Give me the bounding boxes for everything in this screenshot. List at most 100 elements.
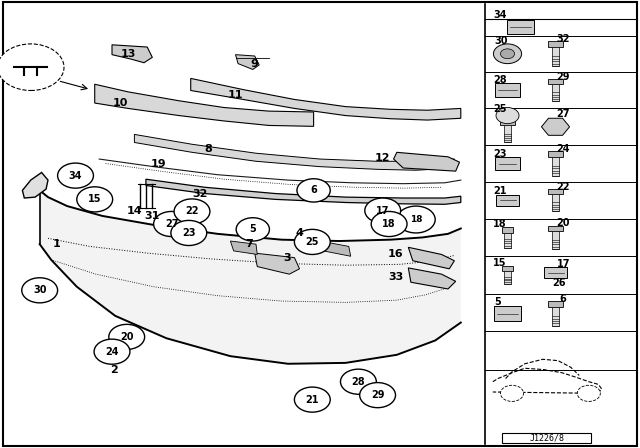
Bar xyxy=(552,231,559,249)
Text: 17: 17 xyxy=(376,206,390,215)
Bar xyxy=(495,157,520,170)
Polygon shape xyxy=(230,241,257,254)
Text: 29: 29 xyxy=(556,72,570,82)
Circle shape xyxy=(493,44,522,64)
Circle shape xyxy=(154,211,189,237)
Polygon shape xyxy=(40,190,461,364)
Text: 20: 20 xyxy=(120,332,134,342)
Text: 27: 27 xyxy=(556,109,570,119)
Polygon shape xyxy=(408,268,456,289)
Circle shape xyxy=(365,198,401,223)
Text: 27: 27 xyxy=(164,219,179,229)
Bar xyxy=(502,228,513,233)
Circle shape xyxy=(360,383,396,408)
Bar xyxy=(504,233,511,247)
Circle shape xyxy=(174,199,210,224)
Text: 32: 32 xyxy=(556,34,570,44)
Text: 32: 32 xyxy=(192,189,207,198)
Text: 20: 20 xyxy=(556,218,570,228)
Text: J1226/8: J1226/8 xyxy=(530,433,564,442)
Text: 16: 16 xyxy=(388,250,403,259)
Text: 33: 33 xyxy=(388,272,403,282)
Text: 22: 22 xyxy=(556,182,570,192)
Text: 12: 12 xyxy=(375,153,390,163)
Circle shape xyxy=(77,187,113,212)
Text: 34: 34 xyxy=(493,10,507,20)
Text: 8: 8 xyxy=(204,144,212,154)
Text: 23: 23 xyxy=(493,149,507,159)
Polygon shape xyxy=(95,84,314,126)
Polygon shape xyxy=(320,241,351,256)
Text: 3: 3 xyxy=(283,253,291,263)
Text: 24: 24 xyxy=(556,144,570,154)
Bar xyxy=(548,42,563,47)
Polygon shape xyxy=(112,45,152,63)
Polygon shape xyxy=(236,55,259,69)
Circle shape xyxy=(577,385,600,401)
Polygon shape xyxy=(541,118,570,135)
Text: 11: 11 xyxy=(228,90,243,100)
Text: 5: 5 xyxy=(495,297,501,307)
Text: 30: 30 xyxy=(33,285,47,295)
Polygon shape xyxy=(191,78,461,120)
Text: 28: 28 xyxy=(351,377,365,387)
Polygon shape xyxy=(146,179,461,204)
Bar xyxy=(548,79,563,84)
Circle shape xyxy=(297,179,330,202)
Bar xyxy=(552,307,559,326)
Text: 25: 25 xyxy=(493,104,507,114)
Circle shape xyxy=(0,44,64,90)
Text: 7: 7 xyxy=(246,239,253,249)
Polygon shape xyxy=(22,172,48,198)
Text: 14: 14 xyxy=(127,206,142,215)
Circle shape xyxy=(94,339,130,364)
Text: 9: 9 xyxy=(251,59,259,69)
Text: 26: 26 xyxy=(552,278,566,288)
Bar xyxy=(504,125,511,142)
Bar xyxy=(552,157,559,176)
Text: 21: 21 xyxy=(493,186,507,196)
Text: 2: 2 xyxy=(110,365,118,375)
Text: 15: 15 xyxy=(493,258,507,268)
Bar xyxy=(548,189,563,194)
Bar xyxy=(552,194,559,211)
Text: 17: 17 xyxy=(556,259,570,269)
Polygon shape xyxy=(255,253,300,274)
Bar xyxy=(497,194,519,206)
Bar xyxy=(548,302,563,307)
Bar xyxy=(500,120,515,125)
Circle shape xyxy=(294,229,330,254)
Polygon shape xyxy=(394,152,460,171)
Polygon shape xyxy=(408,247,454,269)
Text: 1: 1 xyxy=(52,239,60,249)
Polygon shape xyxy=(134,134,454,170)
Circle shape xyxy=(500,385,524,401)
Text: 23: 23 xyxy=(182,228,196,238)
Text: 15: 15 xyxy=(88,194,102,204)
Bar xyxy=(552,47,559,66)
Circle shape xyxy=(171,220,207,246)
Circle shape xyxy=(109,324,145,349)
Bar xyxy=(552,84,559,101)
Text: 18: 18 xyxy=(382,219,396,229)
Bar xyxy=(548,226,563,231)
Circle shape xyxy=(236,218,269,241)
Text: 21: 21 xyxy=(305,395,319,405)
Bar xyxy=(504,271,511,284)
Text: 18: 18 xyxy=(493,219,507,229)
Text: 6: 6 xyxy=(560,294,566,304)
Text: 22: 22 xyxy=(185,207,199,216)
Circle shape xyxy=(340,369,376,394)
Text: 29: 29 xyxy=(371,390,385,400)
Text: 10: 10 xyxy=(113,98,128,108)
Text: 24: 24 xyxy=(105,347,119,357)
Bar xyxy=(495,83,520,97)
Text: 18: 18 xyxy=(410,215,422,224)
Text: 31: 31 xyxy=(145,211,160,221)
Text: 13: 13 xyxy=(120,49,136,59)
Text: 34: 34 xyxy=(68,171,83,181)
Text: 30: 30 xyxy=(494,36,508,46)
Bar xyxy=(545,267,567,278)
Text: 6: 6 xyxy=(310,185,317,195)
Bar xyxy=(507,20,534,34)
